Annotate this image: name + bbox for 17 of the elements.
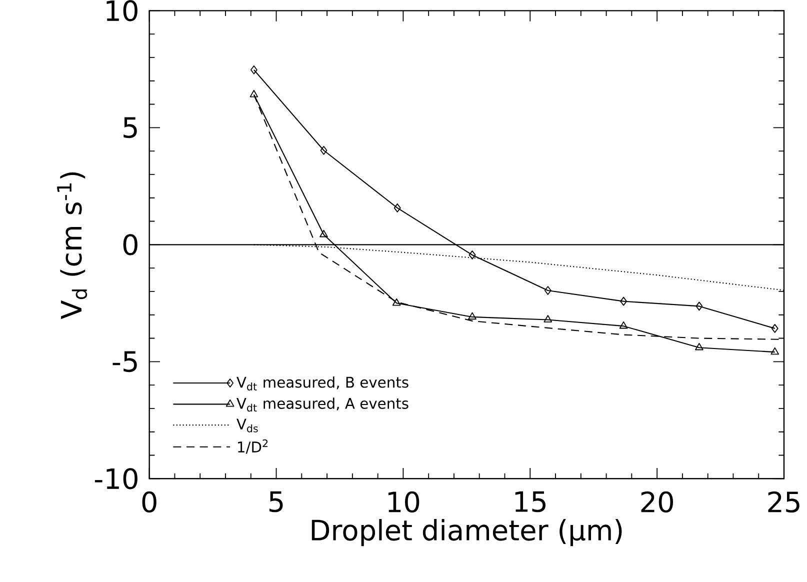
y-tick-label: 5: [124, 117, 137, 138]
legend-label: 1/D$^{2}$: [238, 439, 268, 454]
x-tick-label: 0: [142, 491, 156, 513]
x-tick-label: 20: [641, 491, 674, 513]
x-tick-label: 25: [768, 491, 800, 513]
y-tick-label: -10: [94, 468, 138, 490]
x-tick-label: 15: [515, 491, 546, 512]
legend-label: V$_{dt}$ measured, A events: [236, 398, 408, 412]
legend-label: V$_{ds}$: [236, 418, 258, 432]
x-axis-title: Droplet diameter (μm): [312, 519, 622, 546]
legend-label: V$_{dt}$ measured, B events: [236, 376, 408, 391]
y-tick-label: 10: [106, 0, 138, 22]
x-tick-label: 10: [388, 491, 420, 513]
x-tick-label: 5: [270, 491, 283, 512]
y-tick-label: 0: [123, 234, 138, 256]
y-axis-title: V$_{d}$ (cm s$^{-1}$): [57, 172, 88, 320]
y-tick-label: -5: [112, 351, 137, 372]
